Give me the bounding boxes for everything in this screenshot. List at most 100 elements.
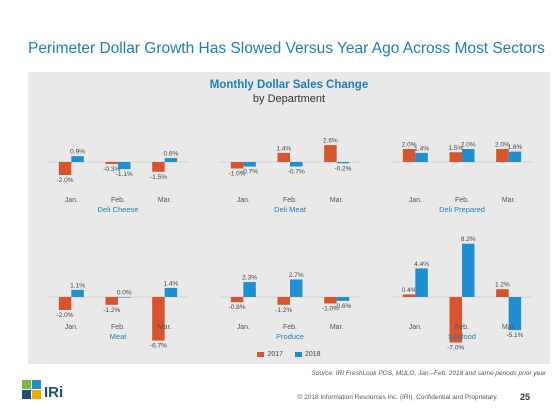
meat-data-label-2018-1: 0.0% [117, 290, 132, 297]
page-number: 25 [519, 392, 530, 402]
meat-tick-label-0: Jan. [65, 324, 78, 331]
meat-tick-label-1: Feb. [111, 324, 125, 331]
deli-meat-department-label: Deli Meat [274, 205, 307, 214]
legend-label-2017: 2017 [267, 351, 284, 358]
legend-swatch-2017 [257, 351, 265, 357]
seafood-bar-2017-0 [402, 294, 416, 297]
meat-data-label-2018-0: 1.1% [70, 282, 85, 289]
meat-data-label-2017-2: -6.7% [150, 343, 167, 350]
produce-data-label-2018-1: 2.7% [289, 272, 304, 279]
produce-bar-2017-0 [230, 297, 244, 303]
deli-meat-tick-label-2: Mar. [330, 197, 344, 204]
deli-meat-bar-2018-1 [290, 162, 303, 167]
chart-title: Monthly Dollar Sales Change [209, 79, 369, 91]
meat-bar-2018-2 [164, 287, 178, 297]
deli-prepared-bar-2018-0 [415, 152, 428, 162]
produce-bar-2018-1 [290, 279, 303, 297]
deli-cheese-data-label-2018-0: 0.9% [70, 149, 85, 156]
seafood-tick-label-1: Feb. [455, 324, 469, 331]
meat-department-label: Meat [110, 332, 128, 341]
legend: 2017 2018 [28, 350, 550, 359]
deli-cheese-tick-label-0: Jan. [65, 197, 78, 204]
deli-cheese-bar-2017-1 [105, 162, 118, 164]
meat-data-label-2018-2: 1.4% [164, 280, 179, 287]
meat-data-label-2017-0: -2.0% [57, 312, 74, 319]
deli-meat-bar-2018-0 [243, 162, 256, 167]
deli-prepared-tick-label-1: Feb. [455, 197, 469, 204]
seafood-bar-2018-2 [508, 297, 522, 331]
meat-bar-2017-1 [105, 297, 118, 305]
deli-prepared-tick-label-0: Jan. [409, 197, 422, 204]
deli-cheese-bar-2017-0 [58, 162, 72, 175]
seafood-data-label-2017-2: 1.2% [495, 282, 510, 289]
deli-prepared-data-label-2018-2: 1.6% [508, 144, 523, 151]
iri-logo: IRi [22, 380, 82, 408]
deli-cheese-bar-2017-2 [152, 162, 165, 172]
source-note: Source: IRI FreshLook POS, MULO, Jan.–Fe… [311, 370, 546, 377]
small-multiples-chart: -2.0% 0.9% -0.3%-1.1% -1.5% 0.6% Jan. Feb. Mar.… [48, 138, 532, 352]
meat-bar-2018-0 [71, 289, 84, 297]
meat-tick-label-2: Mar. [158, 324, 172, 331]
produce-tick-label-1: Feb. [283, 324, 297, 331]
deli-meat-data-label-2018-0: -0.7% [241, 169, 258, 176]
deli-meat-bar-2017-0 [230, 162, 244, 169]
deli-meat-data-label-2017-1: 1.4% [276, 145, 291, 152]
deli-cheese-department-label: Deli Cheese [98, 205, 139, 214]
seafood-data-label-2018-2: -5.1% [506, 332, 523, 339]
deli-prepared-data-label-2018-0: 1.4% [414, 145, 429, 152]
meat-bar-2017-2 [152, 297, 165, 341]
deli-prepared-bar-2017-1 [449, 152, 462, 162]
produce-data-label-2017-1: -1.2% [275, 307, 292, 314]
deli-cheese-data-label-2018-2: 0.6% [164, 151, 179, 158]
deli-meat-data-label-2017-2: 2.6% [323, 138, 338, 145]
deli-prepared-bar-2017-0 [402, 149, 416, 162]
produce-data-label-2018-2: -0.6% [334, 303, 351, 310]
chart-subtitle: by Department [252, 93, 326, 105]
legend-item-2017: 2017 [257, 350, 283, 359]
deli-meat-tick-label-0: Jan. [237, 197, 250, 204]
produce-bar-2018-0 [243, 282, 256, 297]
produce-bar-2018-2 [336, 297, 350, 301]
deli-prepared-data-label-2017-1: 1.5% [448, 145, 463, 152]
seafood-tick-label-0: Jan. [409, 324, 422, 331]
deli-prepared-bar-2017-2 [496, 149, 509, 162]
seafood-tick-label-2: Mar. [502, 324, 516, 331]
produce-department-label: Produce [276, 332, 304, 341]
deli-meat-data-label-2017-0: -1.0% [229, 171, 246, 178]
produce-tick-label-2: Mar. [330, 324, 344, 331]
deli-prepared-data-label-2017-2: 2.0% [495, 142, 510, 149]
deli-prepared-data-label-2018-1: 2.0% [461, 142, 476, 149]
meat-bar-2018-1 [118, 297, 131, 298]
deli-cheese-data-label-2017-2: -1.5% [150, 174, 167, 181]
legend-item-2018: 2018 [294, 350, 321, 359]
deli-cheese-bar-2018-0 [71, 156, 84, 162]
copyright: © 2018 Information Resources Inc. (IRI).… [297, 394, 498, 401]
deli-prepared-tick-label-2: Mar. [502, 197, 516, 204]
produce-data-label-2018-0: 2.3% [242, 275, 257, 282]
deli-meat-bar-2017-1 [277, 152, 290, 162]
seafood-bar-2017-2 [496, 289, 509, 297]
deli-meat-bar-2017-2 [324, 145, 337, 162]
produce-bar-2017-1 [277, 297, 290, 305]
seafood-data-label-2018-1: 8.2% [461, 236, 476, 243]
deli-cheese-bar-2018-1 [118, 162, 131, 170]
seafood-department-label: Seafood [448, 332, 476, 341]
seafood-bar-2018-1 [462, 243, 475, 297]
seafood-data-label-2017-0: 0.4% [402, 287, 417, 294]
seafood-data-label-2018-0: 4.4% [414, 261, 429, 268]
deli-cheese-tick-label-2: Mar. [158, 197, 172, 204]
iri-logo-mark-icon [22, 380, 41, 399]
deli-prepared-data-label-2017-0: 2.0% [402, 142, 417, 149]
legend-label-2018: 2018 [304, 351, 321, 358]
deli-prepared-department-label: Deli Prepared [439, 205, 485, 214]
deli-meat-data-label-2018-2: -0.2% [334, 165, 351, 172]
produce-bar-2017-2 [324, 297, 337, 304]
deli-cheese-bar-2018-2 [164, 158, 178, 162]
seafood-bar-2017-1 [449, 297, 462, 343]
deli-cheese-tick-label-1: Feb. [111, 197, 125, 204]
meat-data-label-2017-1: -1.2% [103, 307, 120, 314]
deli-meat-bar-2018-2 [336, 162, 350, 164]
produce-data-label-2017-0: -0.8% [229, 304, 246, 311]
seafood-bar-2018-0 [415, 268, 428, 297]
deli-prepared-bar-2018-2 [508, 151, 522, 162]
